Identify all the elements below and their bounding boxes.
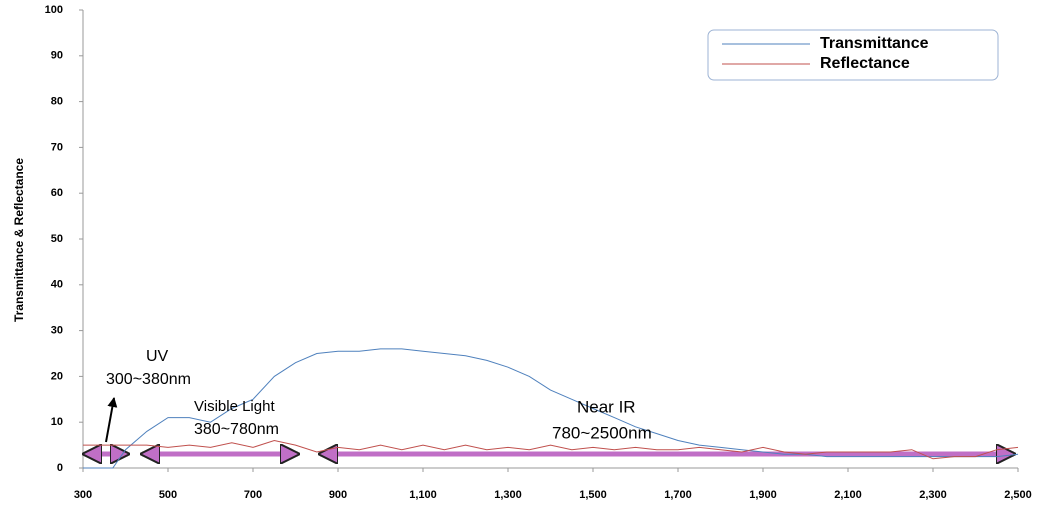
x-tick-label: 2,500: [1004, 489, 1032, 501]
annotation: 300~380nm: [106, 371, 191, 388]
x-tick-label: 2,300: [919, 489, 947, 501]
x-tick-label: 900: [329, 489, 347, 501]
series-line: [83, 348, 1019, 469]
y-tick-label: 40: [51, 279, 63, 291]
x-tick-label: 1,500: [579, 489, 607, 501]
y-axis-label: Transmittance & Reflectance: [12, 158, 26, 322]
legend-label: Reflectance: [820, 55, 910, 72]
y-tick-label: 60: [51, 187, 63, 199]
x-tick-label: 700: [244, 489, 262, 501]
y-tick-label: 10: [51, 416, 63, 428]
y-tick-label: 100: [45, 4, 63, 16]
annotation: 380~780nm: [194, 421, 279, 438]
y-tick-label: 0: [57, 462, 63, 474]
x-tick-label: 1,700: [664, 489, 692, 501]
x-tick-label: 1,100: [409, 489, 437, 501]
legend-box: [707, 29, 999, 81]
y-tick-label: 70: [51, 141, 63, 153]
annotation: UV: [146, 348, 169, 365]
x-tick-label: 500: [159, 489, 177, 501]
x-tick-label: 300: [74, 489, 92, 501]
y-tick-label: 20: [51, 370, 63, 382]
x-tick-label: 2,100: [834, 489, 862, 501]
series-line: [83, 439, 1019, 460]
annotation: 780~2500nm: [552, 423, 652, 442]
y-tick-label: 30: [51, 325, 63, 337]
annotation: Near IR: [577, 397, 636, 416]
annotation: Visible Light: [194, 398, 275, 415]
x-tick-label: 1,300: [494, 489, 522, 501]
x-tick-label: 1,900: [749, 489, 777, 501]
range-arrows: [84, 397, 1014, 454]
y-tick-label: 80: [51, 96, 63, 108]
y-tick-label: 50: [51, 233, 63, 245]
legend-label: Transmittance: [820, 35, 929, 52]
y-tick-label: 90: [51, 50, 63, 62]
